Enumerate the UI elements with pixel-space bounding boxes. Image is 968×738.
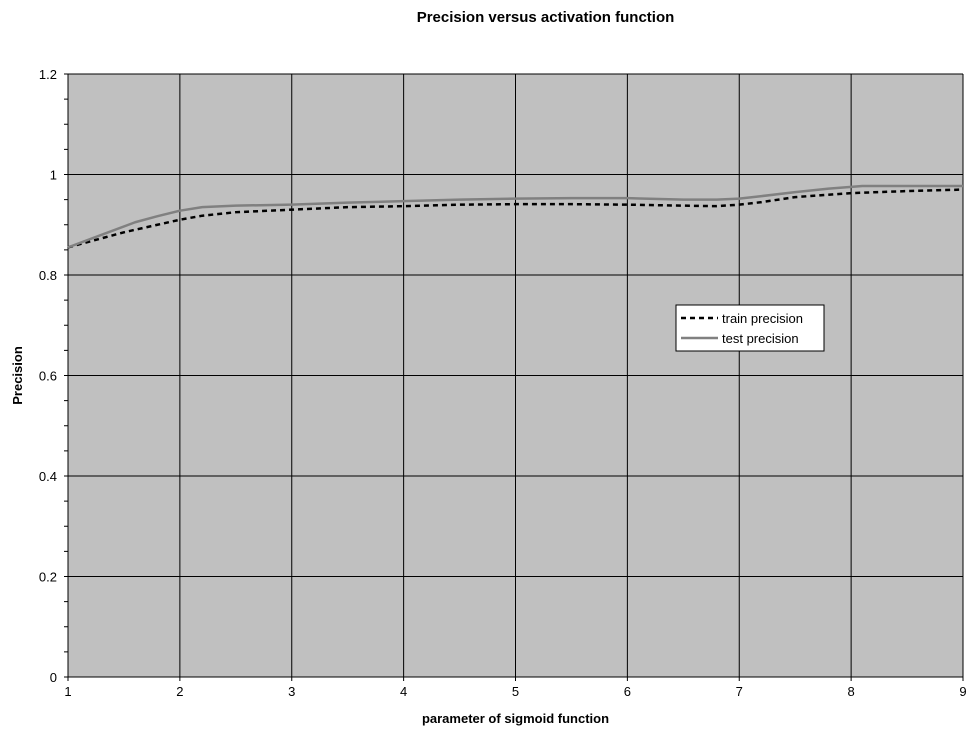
axes [64, 73, 964, 681]
gridlines [68, 73, 964, 677]
y-axis-label: Precision [10, 346, 25, 405]
y-tick-label: 0 [50, 670, 57, 685]
tick-labels: 1 2 3 4 5 6 7 8 9 0 0.2 0.4 0.6 0.8 1 1.2 [39, 67, 967, 699]
series-line-train-precision [67, 188, 964, 249]
legend-label: test precision [722, 331, 799, 346]
x-tick-label: 1 [64, 684, 71, 699]
x-axis-label: parameter of sigmoid function [422, 711, 609, 726]
legend-box [675, 304, 825, 352]
chart-title: Precision versus activation function [417, 9, 675, 26]
x-tick-label: 5 [512, 684, 519, 699]
x-tick-label: 4 [400, 684, 407, 699]
x-tick-label: 3 [288, 684, 295, 699]
y-tick-label: 0.2 [39, 570, 57, 585]
series-line-test-precision [67, 184, 963, 249]
y-tick-label: 1 [50, 168, 57, 183]
x-tick-label: 7 [736, 684, 743, 699]
x-tick-label: 8 [848, 684, 855, 699]
y-tick-label: 0.4 [39, 469, 57, 484]
legend-label: train precision [722, 311, 803, 326]
y-tick-label: 0.6 [39, 369, 57, 384]
x-tick-label: 9 [959, 684, 966, 699]
y-tick-label: 0.8 [39, 268, 57, 283]
series-lines [67, 184, 964, 249]
x-tick-label: 6 [624, 684, 631, 699]
x-tick-label: 2 [176, 684, 183, 699]
y-tick-label: 1.2 [39, 67, 57, 82]
legend: train precision test precision [675, 304, 825, 352]
